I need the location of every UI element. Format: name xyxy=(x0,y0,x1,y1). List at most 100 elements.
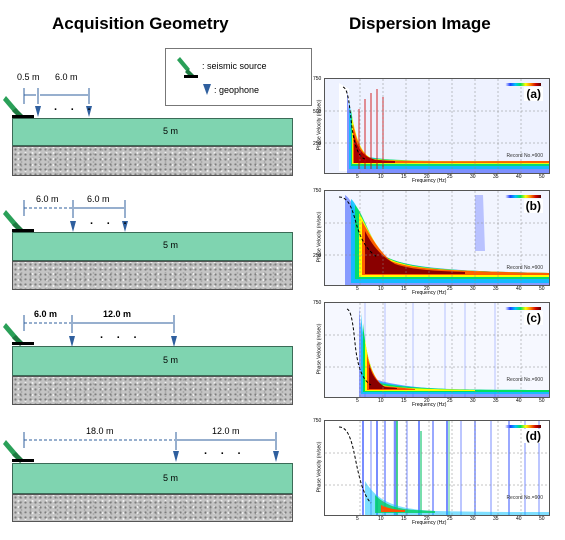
x-tick: 30 xyxy=(470,398,476,404)
ellipsis-dots: · · · xyxy=(90,218,133,230)
x-tick: 20 xyxy=(424,398,430,404)
record-number: Record No.=900 xyxy=(506,153,543,159)
colorbar xyxy=(505,307,541,310)
x-tick: 20 xyxy=(424,286,430,292)
soil-layer xyxy=(12,232,293,261)
x-tick: 35 xyxy=(493,398,499,404)
x-tick: 15 xyxy=(401,286,407,292)
geophone-icon xyxy=(86,106,92,117)
ellipsis-dots: · · · xyxy=(100,332,143,344)
x-tick: 20 xyxy=(424,174,430,180)
x-axis-label: Frequency (Hz) xyxy=(412,520,447,526)
panel-label: (a) xyxy=(524,87,543,101)
x-tick: 10 xyxy=(378,516,384,522)
soil-layer xyxy=(12,463,293,494)
y-axis-label: Phase Velocity (m/sec) xyxy=(316,323,323,375)
legend-icons xyxy=(177,57,211,95)
dispersion-image: (d) Record No.=900 xyxy=(324,420,550,516)
dispersion-image: (b) Record No.=900 xyxy=(324,190,550,286)
layer-thickness-label: 5 m xyxy=(163,473,179,483)
y-tick: 250 xyxy=(313,253,322,259)
dispersion-panel-d: Phase Velocity (m/sec) 750 xyxy=(312,418,552,528)
geophone-icon xyxy=(35,106,41,117)
bedrock xyxy=(12,494,293,522)
offset-label: 6.0 m xyxy=(36,194,59,204)
spacing-label: 6.0 m xyxy=(55,72,78,82)
legend-source-label: : seismic source xyxy=(202,61,267,71)
soil-layer xyxy=(12,118,293,146)
x-tick: 20 xyxy=(424,516,430,522)
dispersion-panel-a: Phase Velocity (m/sec) 750 500 250 xyxy=(312,76,552,186)
x-axis-label: Frequency (Hz) xyxy=(412,402,447,408)
x-tick: 50 xyxy=(539,286,545,292)
x-tick: 25 xyxy=(447,516,453,522)
x-tick: 5 xyxy=(356,286,359,292)
panel-label: (d) xyxy=(523,429,543,443)
geophone-icon xyxy=(69,336,75,347)
ellipsis-dots: · · · xyxy=(204,448,247,460)
x-tick: 40 xyxy=(516,516,522,522)
record-number: Record No.=900 xyxy=(506,495,543,501)
panel-label: (c) xyxy=(524,311,543,325)
y-tick: 750 xyxy=(313,300,322,306)
layer-thickness-label: 5 m xyxy=(163,355,179,365)
bedrock xyxy=(12,261,293,290)
x-tick: 25 xyxy=(447,286,453,292)
y-axis-label: Phase Velocity (m/sec) xyxy=(316,441,323,493)
x-tick: 25 xyxy=(447,174,453,180)
y-tick: 250 xyxy=(313,141,322,147)
x-tick: 50 xyxy=(539,174,545,180)
panel-label: (b) xyxy=(523,199,543,213)
spacing-label: 6.0 m xyxy=(87,194,110,204)
dispersion-image: (c) Record No.=900 xyxy=(324,302,550,398)
dispersion-image: (a) Record No.=900 xyxy=(324,78,550,174)
geophone-icon xyxy=(70,221,76,232)
x-tick: 35 xyxy=(493,174,499,180)
x-tick: 35 xyxy=(493,286,499,292)
x-tick: 5 xyxy=(356,174,359,180)
x-axis-label: Frequency (Hz) xyxy=(412,290,447,296)
seismic-source-icon xyxy=(177,57,198,78)
offset-label: 18.0 m xyxy=(86,426,114,436)
colorbar xyxy=(505,83,541,86)
dispersion-spectrum xyxy=(325,191,549,285)
colorbar xyxy=(505,195,541,198)
bedrock xyxy=(12,146,293,176)
spacing-label: 12.0 m xyxy=(212,426,240,436)
seismic-source-icon xyxy=(3,440,34,463)
layer-thickness-label: 5 m xyxy=(163,126,179,136)
x-tick: 30 xyxy=(470,174,476,180)
x-axis-label: Frequency (Hz) xyxy=(412,178,447,184)
dispersion-spectrum xyxy=(325,79,549,173)
legend-geophone-label: : geophone xyxy=(214,85,260,95)
layer-thickness-label: 5 m xyxy=(163,240,179,250)
geophone-icon xyxy=(173,451,179,462)
y-tick: 750 xyxy=(313,188,322,194)
x-tick: 15 xyxy=(401,516,407,522)
x-tick: 50 xyxy=(539,398,545,404)
colorbar xyxy=(505,425,541,428)
record-number: Record No.=900 xyxy=(506,377,543,383)
soil-layer xyxy=(12,346,293,376)
x-tick: 40 xyxy=(516,398,522,404)
geophone-icon xyxy=(122,221,128,232)
x-tick: 35 xyxy=(493,516,499,522)
legend-box: : seismic source : geophone xyxy=(165,48,312,106)
dispersion-image-title: Dispersion Image xyxy=(349,14,491,33)
x-tick: 15 xyxy=(401,174,407,180)
x-tick: 15 xyxy=(401,398,407,404)
record-number: Record No.=900 xyxy=(506,265,543,271)
y-tick: 500 xyxy=(313,109,322,115)
dispersion-spectrum xyxy=(325,421,549,515)
offset-label: 6.0 m xyxy=(34,309,58,319)
offset-label: 0.5 m xyxy=(17,72,40,82)
acquisition-geometry-title: Acquisition Geometry xyxy=(52,14,229,33)
x-tick: 40 xyxy=(516,286,522,292)
x-tick: 10 xyxy=(378,174,384,180)
y-tick: 750 xyxy=(313,418,322,424)
seismic-source-icon xyxy=(3,323,34,346)
dispersion-panel-c: Phase Velocity (m/sec) 750 xyxy=(312,300,552,410)
x-tick: 40 xyxy=(516,174,522,180)
x-tick: 10 xyxy=(378,286,384,292)
